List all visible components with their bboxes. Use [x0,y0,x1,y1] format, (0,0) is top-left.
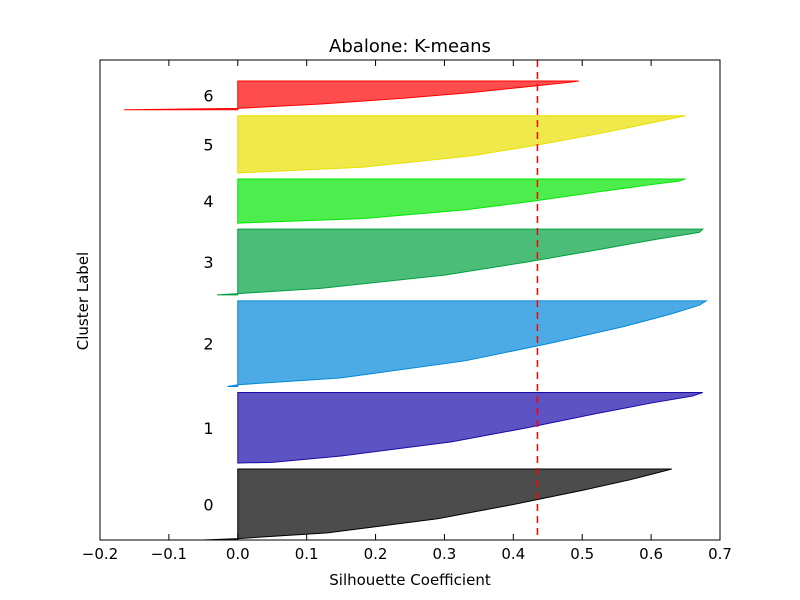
x-tick-label: 0.4 [501,545,525,563]
cluster-labels: 0 1 2 3 4 5 6 [203,86,213,514]
silhouette-cluster-5 [237,115,686,174]
x-axis-ticks: −0.2 −0.1 0.0 0.1 0.2 0.3 0.4 0.5 0.6 0.7 [82,60,732,563]
cluster-label-1: 1 [203,419,213,438]
silhouette-cluster-6 [124,80,579,111]
silhouette-areas [124,80,708,541]
x-tick-label: −0.1 [151,545,187,563]
plot-frame [99,59,721,541]
cluster-label-5: 5 [203,135,213,154]
cluster-label-2: 2 [203,335,213,354]
x-tick-label: 0.5 [570,545,594,563]
x-tick-label: 0.0 [226,545,250,563]
x-axis-label: Silhouette Coefficient [329,571,491,589]
cluster-label-6: 6 [203,86,213,105]
x-tick-label: 0.1 [295,545,319,563]
silhouette-cluster-1 [237,391,703,464]
x-tick-label: −0.2 [82,545,118,563]
silhouette-cluster-4 [237,178,686,225]
silhouette-cluster-0 [203,468,672,541]
x-tick-label: 0.6 [639,545,663,563]
x-tick-label: 0.2 [364,545,388,563]
cluster-label-4: 4 [203,192,213,211]
cluster-label-0: 0 [203,496,213,515]
x-tick-label: 0.3 [433,545,457,563]
cluster-label-3: 3 [203,253,213,272]
silhouette-cluster-2 [227,300,708,387]
y-axis-label: Cluster Label [74,252,92,350]
silhouette-cluster-3 [217,228,705,296]
chart-title: Abalone: K-means [329,36,491,57]
x-tick-label: 0.7 [708,545,732,563]
